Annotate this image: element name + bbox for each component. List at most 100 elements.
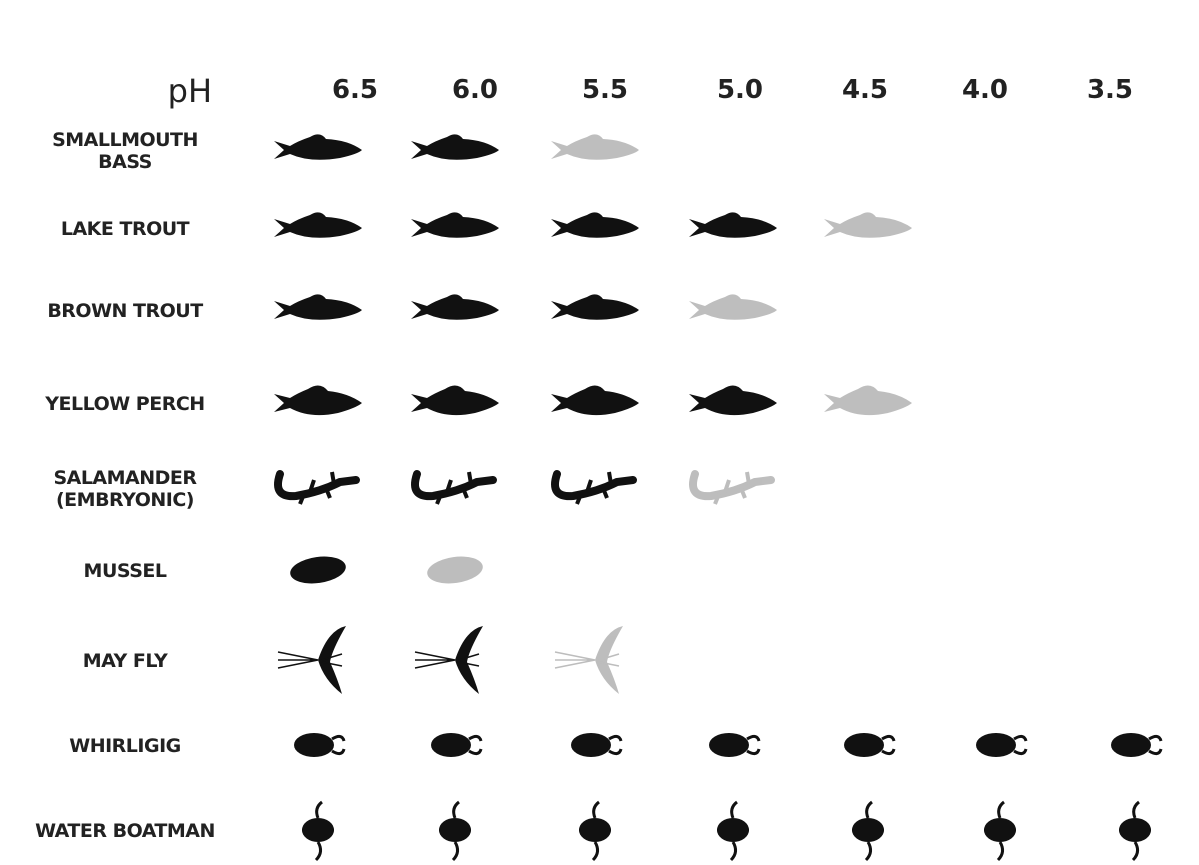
species-icon [579, 802, 611, 860]
ph-column-label: 4.0 [962, 75, 1008, 105]
ph-column-label: 3.5 [1087, 75, 1133, 105]
species-icon [431, 733, 481, 757]
ph-column-label: 5.0 [717, 75, 763, 105]
boatman-legs [717, 802, 749, 860]
species-icon [1111, 733, 1161, 757]
species-icon [976, 733, 1026, 757]
species-icon [302, 802, 334, 860]
species-icon [411, 385, 499, 415]
species-icon [439, 802, 471, 860]
species-icon [555, 472, 633, 504]
species-icon [278, 472, 356, 504]
perch-icon [824, 385, 912, 415]
species-icon [551, 212, 639, 237]
species-icon [294, 733, 344, 757]
beetle-body [294, 733, 334, 757]
species-icon [274, 385, 362, 415]
ph-tolerance-diagram: pH 6.5 6.0 5.5 5.0 4.5 4.0 3.5 SMALLMOUTHBASS LA… [0, 0, 1199, 865]
species-label: MUSSEL [84, 560, 167, 582]
species-icon [852, 802, 884, 860]
species-label: (EMBRYONIC) [56, 489, 194, 511]
species-icon [415, 626, 483, 694]
species-label: WHIRLIGIG [69, 735, 181, 757]
species-label: SALAMANDER [53, 467, 197, 489]
species-label: SMALLMOUTH [52, 129, 198, 151]
salamander-body [278, 474, 356, 496]
species-icon [689, 385, 777, 415]
boatman-legs [439, 802, 471, 860]
mayfly-tails [278, 652, 342, 668]
species-icon [709, 733, 759, 757]
salamander-body [693, 474, 771, 496]
species-label: WATER BOATMAN [35, 820, 215, 842]
beetle-body [709, 733, 749, 757]
faded-icon [555, 626, 623, 694]
species-label: MAY FLY [83, 650, 168, 672]
fish-icon [411, 134, 499, 159]
species-label: YELLOW PERCH [44, 393, 204, 415]
species-icon [274, 212, 362, 237]
species-icon [274, 294, 362, 319]
mayfly-tails [415, 652, 479, 668]
perch-icon [689, 385, 777, 415]
faded-icon [824, 385, 912, 415]
salamander-body [555, 474, 633, 496]
species-icon [717, 802, 749, 860]
boatman-legs [1119, 802, 1151, 860]
fish-icon [551, 294, 639, 319]
fish-icon [274, 294, 362, 319]
beetle-body [431, 733, 471, 757]
fish-icon [689, 212, 777, 237]
ph-column-label: 6.0 [452, 75, 498, 105]
perch-icon [411, 385, 499, 415]
species-icon [274, 134, 362, 159]
mussel-icon [425, 553, 484, 587]
faded-icon [551, 134, 639, 159]
faded-icon [824, 212, 912, 237]
mayfly-tails [555, 652, 619, 668]
species-icon [551, 385, 639, 415]
species-icon [411, 294, 499, 319]
fish-icon [824, 212, 912, 237]
mussel-icon [288, 553, 347, 587]
fish-icon [551, 212, 639, 237]
faded-icon [425, 553, 484, 587]
beetle-body [571, 733, 611, 757]
perch-icon [551, 385, 639, 415]
fish-icon [411, 212, 499, 237]
fish-icon [274, 212, 362, 237]
species-icon [844, 733, 894, 757]
beetle-body [1111, 733, 1151, 757]
perch-icon [274, 385, 362, 415]
faded-icon [693, 472, 771, 504]
species-icon [288, 553, 347, 587]
species-icon [1119, 802, 1151, 860]
species-icon [411, 212, 499, 237]
faded-icon [689, 294, 777, 319]
species-icon [415, 472, 493, 504]
boatman-legs [302, 802, 334, 860]
ph-column-label: 5.5 [582, 75, 628, 105]
fish-icon [551, 134, 639, 159]
fish-icon [274, 134, 362, 159]
ph-header: pH [168, 72, 212, 110]
ph-column-label: 4.5 [842, 75, 888, 105]
beetle-body [844, 733, 884, 757]
species-icon [278, 626, 346, 694]
fish-icon [411, 294, 499, 319]
salamander-body [415, 474, 493, 496]
ph-column-label: 6.5 [332, 75, 378, 105]
boatman-legs [984, 802, 1016, 860]
fish-icon [689, 294, 777, 319]
species-label: LAKE TROUT [61, 218, 190, 240]
species-icon [551, 294, 639, 319]
species-label: BASS [98, 151, 152, 173]
beetle-body [976, 733, 1016, 757]
boatman-legs [579, 802, 611, 860]
species-icon [411, 134, 499, 159]
species-label: BROWN TROUT [47, 300, 203, 322]
species-icon [571, 733, 621, 757]
species-icon [689, 212, 777, 237]
species-icon [984, 802, 1016, 860]
boatman-legs [852, 802, 884, 860]
